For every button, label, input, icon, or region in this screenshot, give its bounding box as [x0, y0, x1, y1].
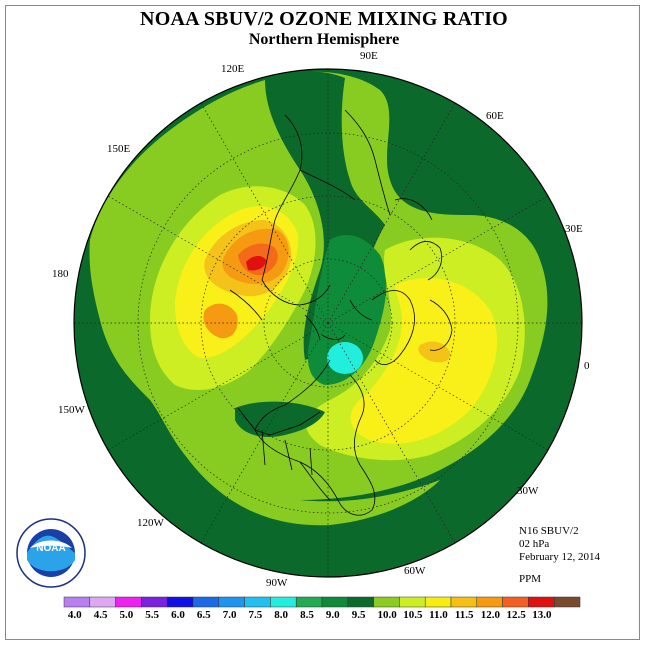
colorbar-tick-label: 10.0: [377, 609, 397, 621]
lon-label-150e: 150E: [107, 143, 131, 155]
date-label: February 12, 2014: [519, 551, 600, 563]
colorbar-swatch: [476, 596, 503, 608]
colorbar-tick-label: 12.0: [480, 609, 500, 621]
coastlines: [229, 109, 453, 516]
colorbar-swatch: [192, 596, 220, 608]
colorbar-tick-label: 11.0: [429, 609, 448, 621]
graticule: [74, 69, 582, 577]
colorbar-swatch: [528, 596, 555, 608]
colorbar-tick-label: 12.5: [506, 609, 526, 621]
colorbar-swatch: [450, 596, 478, 608]
lon-label-150w: 150W: [58, 404, 85, 416]
colorbar-tick-label: 6.0: [171, 609, 185, 621]
lon-label-90e: 90E: [360, 50, 378, 62]
colorbar-swatch: [399, 596, 426, 608]
colorbar-swatch: [115, 596, 142, 608]
colorbar-swatch: [347, 596, 374, 608]
colorbar-tick-label: 6.5: [196, 609, 211, 621]
colorbar-tick-label: 9.0: [325, 609, 340, 621]
field-green-band-south: [175, 440, 440, 526]
colorbar-tick-label: 9.5: [351, 609, 366, 621]
colorbar-tick-label: 8.0: [274, 609, 289, 621]
logo-text: NOAA: [36, 543, 65, 554]
colorbar-tick-label: 11.5: [454, 609, 474, 621]
colorbar-swatch: [141, 596, 168, 608]
lon-label-60e: 60E: [486, 110, 504, 122]
colorbar-tick-label: 7.0: [222, 609, 237, 621]
colorbar-swatch: [63, 596, 91, 608]
colorbar-tick-label: 8.5: [300, 609, 314, 621]
field-orange-lower: [203, 303, 238, 339]
colorbar-tick-label: 10.5: [403, 609, 423, 621]
colorbar-tick-label: 4.0: [67, 609, 82, 621]
field-gold-east: [418, 341, 451, 363]
colorbar-swatch: [321, 596, 349, 608]
colorbar-swatch: [244, 596, 271, 608]
lon-label-30w: 30W: [517, 485, 539, 497]
colorbar-tick-label: 5.5: [145, 609, 160, 621]
map-boundary: [73, 68, 583, 578]
colorbar-swatch: [553, 596, 581, 608]
figure-frame: [5, 5, 640, 640]
colorbar-swatch: [218, 596, 245, 608]
colorbar-swatch: [166, 596, 194, 608]
instrument-label: N16 SBUV/2: [519, 525, 579, 537]
colorbar-tick-label: 5.0: [119, 609, 134, 621]
lon-label-0: 0: [584, 360, 590, 372]
lon-label-120e: 120E: [221, 63, 245, 75]
field-cyan-minimum: [327, 342, 363, 374]
colorbar-swatch: [502, 596, 529, 608]
colorbar-tick-label: 4.5: [93, 609, 108, 621]
lon-label-30e: 30E: [565, 223, 583, 235]
noaa-logo: NOAA: [16, 518, 86, 588]
colorbar-tick-label: 13.0: [532, 609, 552, 621]
lon-label-120w: 120W: [137, 517, 164, 529]
lon-label-180: 180: [52, 268, 69, 280]
field-red-max: [246, 256, 266, 271]
colorbar: [63, 596, 581, 608]
map-title: NOAA SBUV/2 OZONE MIXING RATIO: [140, 8, 508, 30]
lon-label-90w: 90W: [266, 577, 288, 589]
field-mid-green-core: [307, 235, 387, 385]
colorbar-tick-label: 7.5: [248, 609, 263, 621]
level-label: 02 hPa: [519, 538, 550, 550]
field-yellow: [350, 278, 498, 444]
colorbar-swatch: [89, 596, 116, 608]
lon-label-60w: 60W: [404, 565, 426, 577]
info-block: N16 SBUV/2 02 hPa February 12, 2014: [519, 525, 600, 564]
field-dark-green-low: [235, 401, 325, 438]
units-label: PPM: [519, 573, 542, 585]
map-subtitle: Northern Hemisphere: [248, 31, 400, 48]
colorbar-swatch: [373, 596, 400, 608]
colorbar-swatch: [270, 596, 297, 608]
colorbar-swatch: [424, 596, 452, 608]
colorbar-swatch: [295, 596, 323, 608]
